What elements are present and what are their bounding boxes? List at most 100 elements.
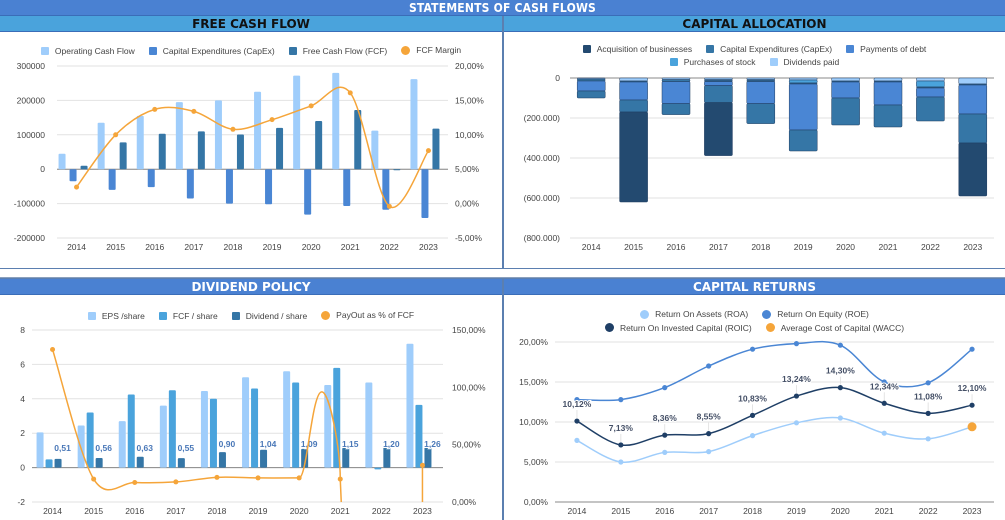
y2-tick-label: 20,00% [455,61,484,71]
bar-dividend-share [54,458,62,468]
data-label-dividend: 0,51 [54,443,71,453]
bar-segment-dividends-paid [873,77,903,82]
legend-item[interactable]: Acquisition of businesses [582,43,692,55]
bar-fcf-share [333,367,341,468]
legend-item[interactable]: EPS /share [87,310,145,322]
point-return-on-assets-roa- [925,436,931,442]
legend-item[interactable]: PayOut as % of FCF [321,309,414,321]
bar-segment-acquisition-of-businesses [704,102,733,156]
point-return-on-invested-capital-roic- [837,385,843,391]
legend-item[interactable]: Dividends paid [769,56,840,68]
x-tick-label: 2017 [184,242,203,252]
y2-tick-label: 0,00% [452,497,477,507]
x-tick-label: 2020 [290,506,309,516]
bar-segment-payments-of-debt-2- [576,80,606,92]
y-tick-label: (400.000) [524,153,561,163]
y-tick-label: 0 [40,164,45,174]
bar-segment-dividends-paid [788,77,818,81]
point-payout [132,480,138,486]
legend-item[interactable]: Capital Expenditures (CapEx) [148,45,275,57]
y-tick-label: -2 [17,497,25,507]
x-tick-label: 2014 [67,242,86,252]
legend-label: Purchases of stock [683,57,756,67]
legend-label: Dividends paid [783,57,840,67]
bar-free-cash-flow-fcf- [432,128,440,170]
point-fcf-margin [269,117,275,123]
legend-item[interactable]: FCF Margin [401,44,461,56]
x-tick-label: 2021 [341,242,360,252]
legend-item[interactable]: Operating Cash Flow [40,45,135,57]
bar-free-cash-flow-fcf- [393,169,401,171]
legend-item[interactable]: Return On Equity (ROE) [762,308,869,320]
bar-operating-cash-flow [254,91,262,170]
bar-segment-capital-expenditures-capex- [958,113,988,144]
point-fcf-margin [191,108,197,114]
y2-tick-label: 5,00% [455,164,480,174]
legend-item[interactable]: Average Cost of Capital (WACC) [765,322,904,334]
point-return-on-assets-roa- [706,449,712,455]
data-label-roic: 10,12% [563,399,592,409]
bar-segment-payments-of-debt-2- [958,84,988,115]
legend-swatch-icon [40,46,49,55]
point-return-on-invested-capital-roic- [574,418,580,424]
point-return-on-assets-roa- [662,449,668,455]
panel-divider [0,269,1005,278]
y-tick-label: (600.000) [524,193,561,203]
y-tick-label: 8 [20,325,25,335]
bar-fcf-share [374,467,382,470]
x-tick-label: 2014 [43,506,62,516]
legend-item[interactable]: Capital Expenditures (CapEx) [706,43,832,55]
legend-dot-icon [765,323,775,332]
bar-segment-dividends-paid [958,77,988,85]
point-return-on-invested-capital-roic- [706,431,712,437]
bar-dividend-share [218,452,226,468]
bar-capital-expenditures-capex- [421,169,429,219]
bar-capital-expenditures-capex- [304,169,312,215]
legend-dot-icon [321,310,331,320]
y-tick-label: 0 [555,73,560,83]
bar-capital-expenditures-capex- [265,169,273,205]
legend-item[interactable]: Payments of debt [846,43,926,55]
bar-operating-cash-flow [371,130,379,170]
legend-item[interactable]: Return On Invested Capital (ROIC) [604,322,752,334]
data-label-dividend: 0,55 [178,443,195,453]
bar-free-cash-flow-fcf- [315,121,323,170]
panel-title-capital-returns: CAPITAL RETURNS [504,279,1005,295]
x-tick-label: 2020 [836,242,855,252]
y2-tick-label: 15,00% [455,95,484,105]
legend-item[interactable]: Return On Assets (ROA) [640,308,748,320]
bar-operating-cash-flow [293,75,301,170]
bar-segment-capital-expenditures-capex- [619,99,648,113]
bar-operating-cash-flow [97,122,105,170]
bar-eps-share [36,432,44,468]
bar-segment-payments-of-debt-2- [788,83,818,131]
bar-free-cash-flow-fcf- [197,131,205,170]
bar-segment-payments-of-debt-2- [661,81,691,104]
point-fcf-margin [113,132,119,138]
x-tick-label: 2023 [413,506,432,516]
bar-eps-share [283,371,291,468]
legend-item[interactable]: FCF / share [158,310,218,322]
x-tick-label: 2022 [380,242,399,252]
point-wacc [967,422,977,432]
x-tick-label: 2017 [699,506,718,516]
bar-eps-share [365,382,373,468]
legend-swatch-icon [148,46,157,55]
line-payout-spike [298,391,342,503]
legend-label: EPS /share [101,310,145,321]
bar-dividend-share [342,447,350,468]
bar-segment-payments-of-debt-2- [873,81,903,106]
legend-item[interactable]: Purchases of stock [669,56,756,68]
bar-operating-cash-flow [214,100,222,170]
bar-segment-payments-of-debt-2- [831,81,860,99]
legend-item[interactable]: Free Cash Flow (FCF) [288,45,387,57]
bar-operating-cash-flow [136,115,144,170]
bar-dividend-share [136,456,144,468]
point-return-on-equity-roe- [881,379,887,385]
bar-dividend-share [260,449,268,468]
legend-item[interactable]: Dividend / share [231,310,307,322]
data-label-roic: 12,34% [870,381,899,391]
y-tick-label: 300000 [17,61,46,71]
x-tick-label: 2020 [302,242,321,252]
x-tick-label: 2019 [249,506,268,516]
